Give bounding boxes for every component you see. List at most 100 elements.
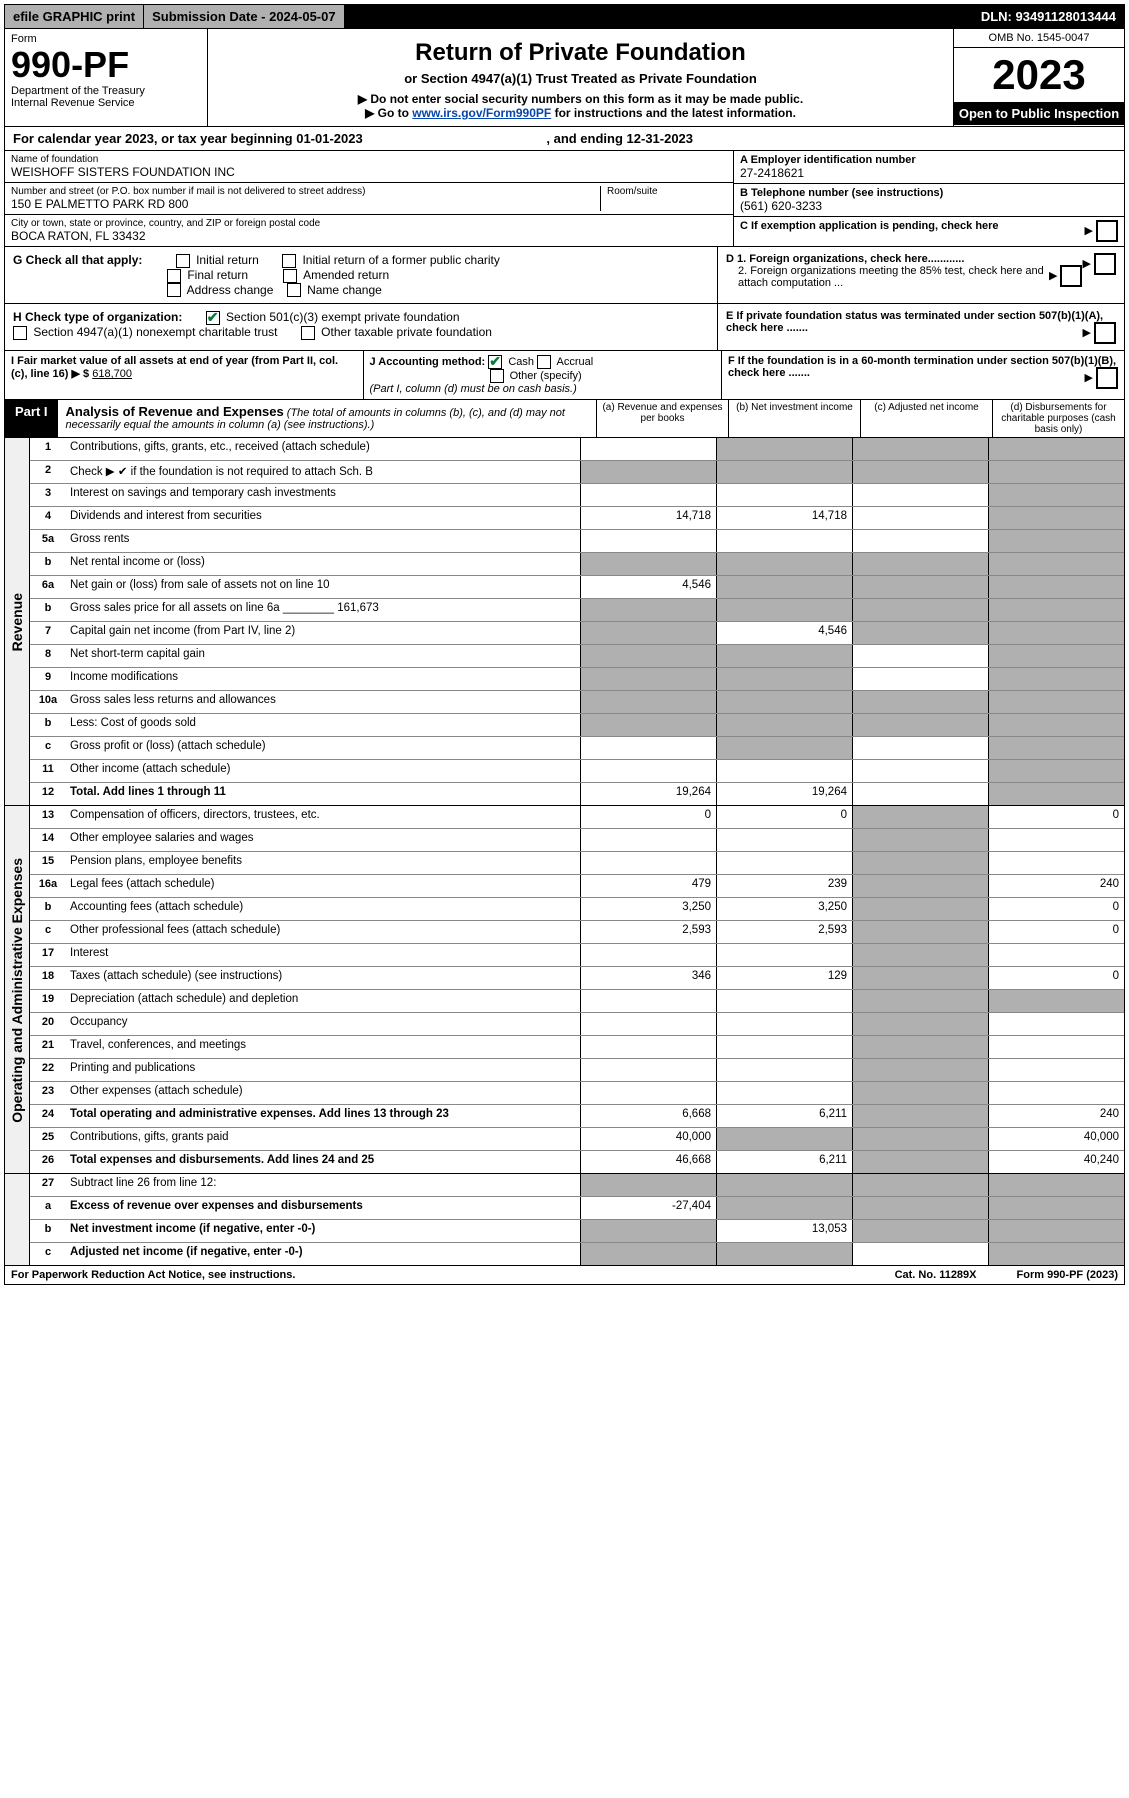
line-number: 2 [30,461,66,483]
expenses-side-label: Operating and Administrative Expenses [5,806,30,1173]
form-header: Form 990-PF Department of the Treasury I… [4,29,1125,127]
form-number: 990-PF [11,47,201,83]
table-row: 1Contributions, gifts, grants, etc., rec… [30,438,1124,461]
cell [988,553,1124,575]
checkbox-c[interactable] [1096,220,1118,242]
cell [988,852,1124,874]
cell [988,1174,1124,1196]
table-row: 20Occupancy [30,1013,1124,1036]
cell: 129 [716,967,852,989]
cell [852,530,988,552]
table-row: bAccounting fees (attach schedule)3,2503… [30,898,1124,921]
cell [852,1197,988,1219]
cell [580,461,716,483]
line-description: Other income (attach schedule) [66,760,580,782]
table-row: 14Other employee salaries and wages [30,829,1124,852]
cell [580,714,716,736]
checkbox-d2[interactable] [1060,265,1082,287]
cell: 19,264 [580,783,716,805]
line-number: b [30,1220,66,1242]
info-right: A Employer identification number 27-2418… [733,151,1124,246]
cell: 240 [988,875,1124,897]
checks-e: E If private foundation status was termi… [717,304,1124,350]
cell [852,990,988,1012]
line-number: 27 [30,1174,66,1196]
checkbox-final[interactable] [167,269,181,283]
line-description: Contributions, gifts, grants paid [66,1128,580,1150]
cell [580,553,716,575]
table-row: bNet investment income (if negative, ent… [30,1220,1124,1243]
cell: 239 [716,875,852,897]
fmv-value: 618,700 [92,368,132,380]
checkbox-initial-former[interactable] [282,254,296,268]
checkbox-amended[interactable] [283,269,297,283]
line-number: 17 [30,944,66,966]
table-row: cAdjusted net income (if negative, enter… [30,1243,1124,1265]
checkbox-cash[interactable] [488,355,502,369]
table-row: 13Compensation of officers, directors, t… [30,806,1124,829]
cell [988,1197,1124,1219]
line-number: 12 [30,783,66,805]
table-row: 25Contributions, gifts, grants paid40,00… [30,1128,1124,1151]
expense-rows: 13Compensation of officers, directors, t… [30,806,1124,1173]
line-number: 26 [30,1151,66,1173]
cell [988,576,1124,598]
room-label: Room/suite [607,186,727,197]
cell [716,1197,852,1219]
catalog-number: Cat. No. 11289X [895,1269,977,1281]
checkbox-other-method[interactable] [490,369,504,383]
checkbox-501c3[interactable] [206,311,220,325]
cell: 6,668 [580,1105,716,1127]
cell [716,714,852,736]
line-description: Check ▶ ✔ if the foundation is not requi… [66,461,580,483]
line-description: Net rental income or (loss) [66,553,580,575]
cell [852,1174,988,1196]
cell: 0 [988,806,1124,828]
checkbox-accrual[interactable] [537,355,551,369]
submission-date: Submission Date - 2024-05-07 [144,5,345,28]
street-address: 150 E PALMETTO PARK RD 800 [11,197,600,211]
cell: 0 [988,898,1124,920]
dln: DLN: 93491128013444 [973,5,1124,28]
checkbox-d1[interactable] [1094,253,1116,275]
checkbox-name[interactable] [287,283,301,297]
ein-value: 27-2418621 [740,166,804,180]
top-bar: efile GRAPHIC print Submission Date - 20… [4,4,1125,29]
table-row: 15Pension plans, employee benefits [30,852,1124,875]
table-row: bLess: Cost of goods sold [30,714,1124,737]
cell: 4,546 [580,576,716,598]
cell: 2,593 [716,921,852,943]
checkbox-initial[interactable] [176,254,190,268]
cell [988,668,1124,690]
cell [988,645,1124,667]
cell [580,1220,716,1242]
cell [852,921,988,943]
form-link[interactable]: www.irs.gov/Form990PF [412,106,551,120]
line-number: 11 [30,760,66,782]
checkbox-e[interactable] [1094,322,1116,344]
line-description: Adjusted net income (if negative, enter … [66,1243,580,1265]
pra-notice: For Paperwork Reduction Act Notice, see … [11,1269,295,1281]
checkbox-4947[interactable] [13,326,27,340]
cell [852,898,988,920]
table-row: 27Subtract line 26 from line 12: [30,1174,1124,1197]
cell [988,944,1124,966]
cell: 6,211 [716,1151,852,1173]
line-number: b [30,599,66,621]
line-number: 19 [30,990,66,1012]
revenue-section: Revenue 1Contributions, gifts, grants, e… [4,438,1125,806]
checkbox-f[interactable] [1096,367,1118,389]
checkbox-other-taxable[interactable] [301,326,315,340]
tax-year: 2023 [954,48,1124,102]
checks-d: D 1. Foreign organizations, check here..… [717,247,1124,303]
checkbox-address[interactable] [167,283,181,297]
line-description: Net gain or (loss) from sale of assets n… [66,576,580,598]
line-number: a [30,1197,66,1219]
form-title: Return of Private Foundation [216,39,945,67]
net-side-spacer [5,1174,30,1265]
cell [852,714,988,736]
cell [716,599,852,621]
cell [580,691,716,713]
line-number: 16a [30,875,66,897]
cell: 346 [580,967,716,989]
